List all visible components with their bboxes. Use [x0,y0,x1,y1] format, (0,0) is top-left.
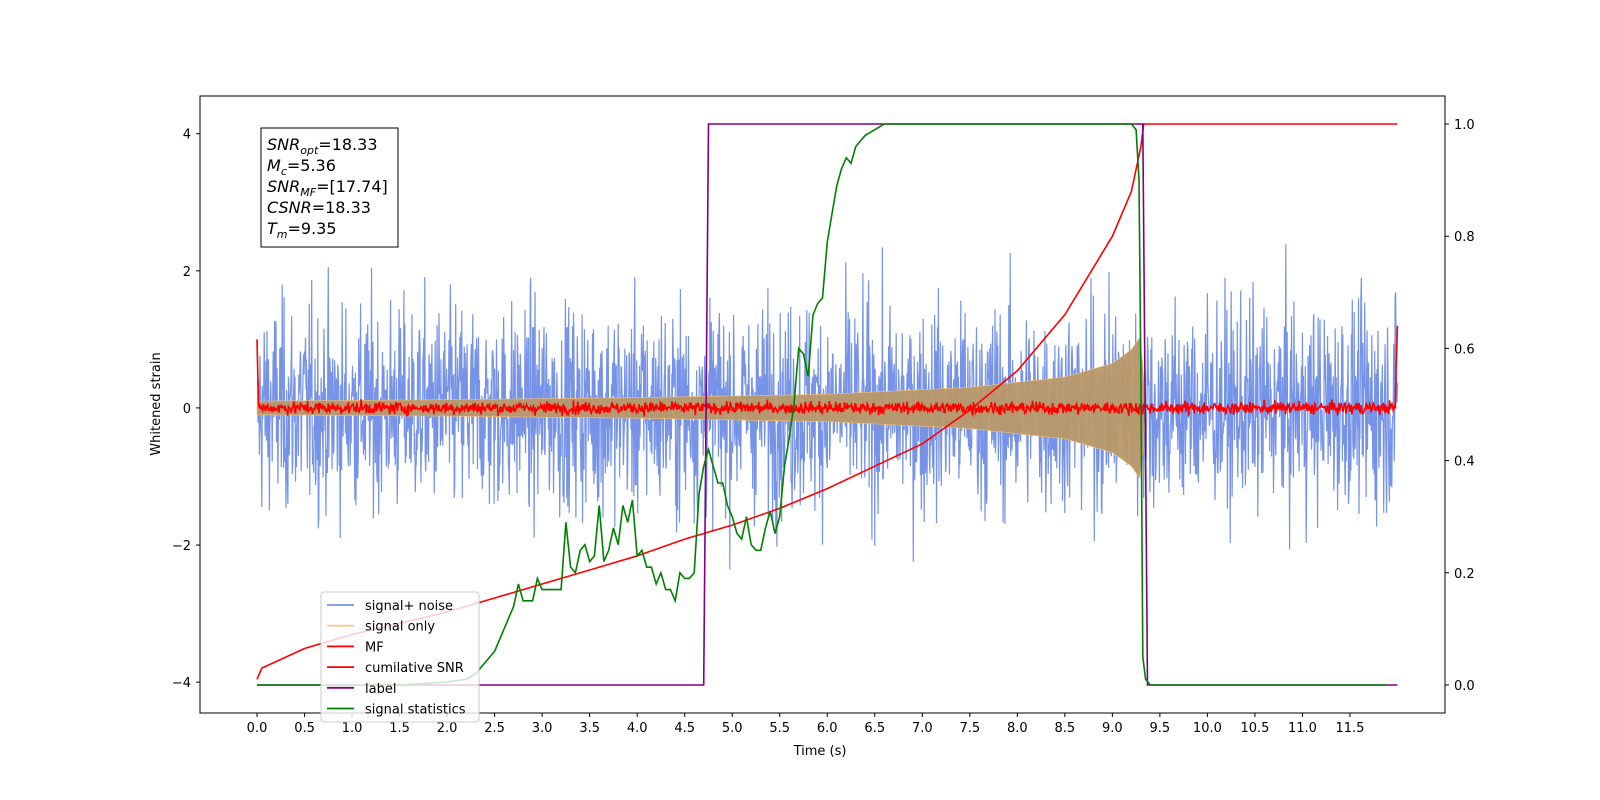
legend-label: MF [365,640,384,655]
y-tick-left-label: 0 [183,402,191,417]
series-mf [256,325,1399,418]
x-tick-label: 1.0 [342,721,363,736]
legend-label: label [365,682,396,697]
x-tick-label: 2.5 [484,721,505,736]
annotation-line: SNRMF=[17.74] [267,177,388,199]
legend-label: signal statistics [365,703,466,718]
x-tick-label: 7.0 [912,721,933,736]
x-tick-label: 11.5 [1335,721,1364,736]
series-signal-noise [256,244,1399,570]
y-axis-title: Whitened strain [149,352,164,455]
stats-annotation-box: SNRopt=18.33Mc=5.36SNRMF=[17.74]CSNR=18.… [260,127,399,248]
x-tick-label: 8.5 [1055,721,1076,736]
x-tick-label: 6.0 [817,721,838,736]
legend-label: signal+ noise [365,599,453,614]
x-tick-label: 0.0 [247,721,268,736]
x-tick-label: 3.0 [532,721,553,736]
x-tick-label: 9.5 [1150,721,1171,736]
x-tick-label: 2.0 [437,721,458,736]
y-tick-right-label: 0.2 [1454,567,1475,582]
y-tick-left-label: 2 [183,265,191,280]
annotation-line: SNRopt=18.33 [267,135,378,157]
legend-label: cumilative SNR [365,661,464,676]
x-tick-label: 8.0 [1007,721,1028,736]
annotation-frame [260,127,399,248]
x-tick-label: 4.5 [674,721,695,736]
x-tick-label: 6.5 [864,721,885,736]
y-tick-left-label: 4 [183,128,191,143]
legend-label: signal only [365,620,435,635]
y-tick-right-label: 0.4 [1454,455,1475,470]
annotation-line: CSNR=18.33 [267,198,371,217]
y-tick-right-label: 0.8 [1454,230,1475,245]
plot-frame [199,95,1446,714]
x-tick-label: 7.5 [959,721,980,736]
x-axis-title: Time (s) [793,744,847,759]
y-tick-right-label: 1.0 [1454,118,1475,133]
x-tick-label: 1.5 [389,721,410,736]
x-tick-label: 10.5 [1240,721,1269,736]
x-tick-label: 3.5 [579,721,600,736]
x-tick-label: 9.0 [1102,721,1123,736]
y-tick-right-label: 0.6 [1454,342,1475,357]
y-tick-right-label: 0.0 [1454,679,1475,694]
y-tick-left-label: −2 [172,539,191,554]
x-tick-label: 5.5 [769,721,790,736]
x-tick-label: 0.5 [294,721,315,736]
series-signal-statistics [257,123,1388,686]
legend: signal+ noise signal only MF cumilative SNR… [320,591,480,723]
x-tick-label: 11.0 [1288,721,1317,736]
x-tick-label: 5.0 [722,721,743,736]
x-tick-label: 10.0 [1193,721,1222,736]
legend-frame [320,591,480,723]
x-tick-label: 4.0 [627,721,648,736]
annotation-line: Mc=5.36 [267,156,336,178]
y-tick-left-label: −4 [172,676,191,691]
annotation-line: Tm=9.35 [267,219,337,241]
